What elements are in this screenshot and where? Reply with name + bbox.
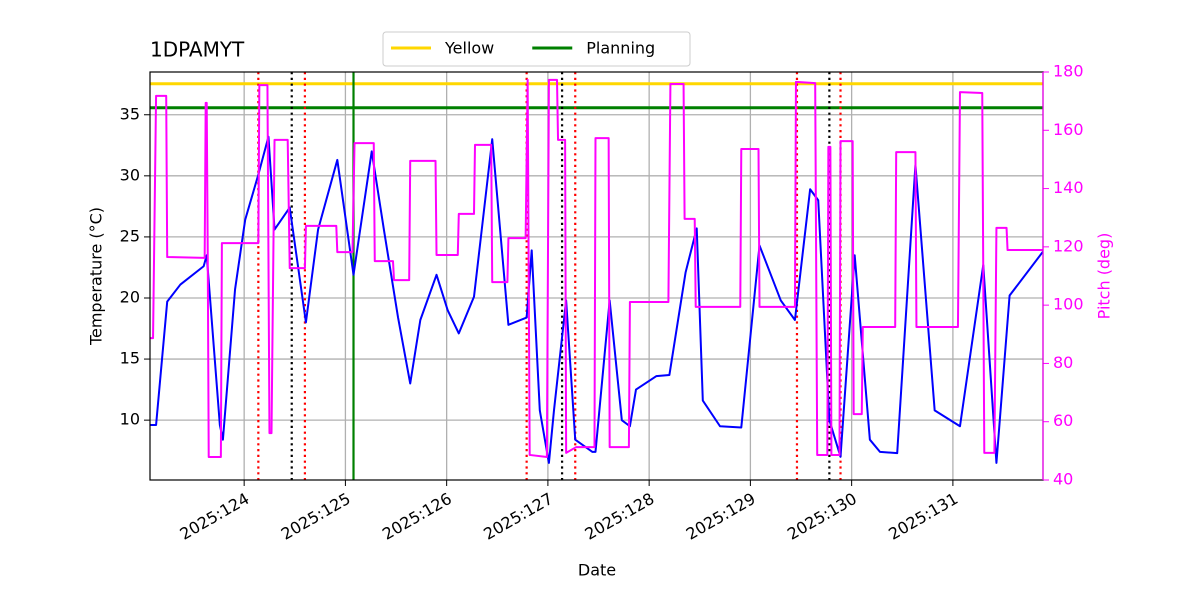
y2-axis-label: Pitch (deg) bbox=[1095, 233, 1114, 320]
y2-tick-label: 80 bbox=[1053, 353, 1073, 372]
y2-tick-label: 60 bbox=[1053, 411, 1073, 430]
y2-tick-label: 180 bbox=[1053, 62, 1084, 81]
chart-title: 1DPAMYT bbox=[150, 38, 245, 62]
legend-label: Planning bbox=[586, 39, 655, 58]
y-tick-label: 15 bbox=[120, 349, 140, 368]
y-tick-label: 25 bbox=[120, 226, 140, 245]
y2-tick-label: 40 bbox=[1053, 470, 1073, 489]
plot-content bbox=[150, 72, 1043, 480]
y-tick-label: 20 bbox=[120, 287, 140, 306]
y-tick-label: 35 bbox=[120, 104, 140, 123]
y2-tick-label: 140 bbox=[1053, 178, 1084, 197]
y2-tick-label: 160 bbox=[1053, 120, 1084, 139]
data-line bbox=[150, 78, 1043, 458]
y-tick-label: 10 bbox=[120, 410, 140, 429]
y-tick-label: 30 bbox=[120, 165, 140, 184]
legend: Yellow Planning bbox=[382, 31, 691, 67]
y2-tick-label: 100 bbox=[1053, 295, 1084, 314]
y-axis-label: Temperature (°C) bbox=[87, 207, 106, 346]
y2-tick-label: 120 bbox=[1053, 236, 1084, 255]
x-axis-label: Date bbox=[578, 561, 616, 580]
legend-label: Yellow bbox=[444, 39, 494, 58]
